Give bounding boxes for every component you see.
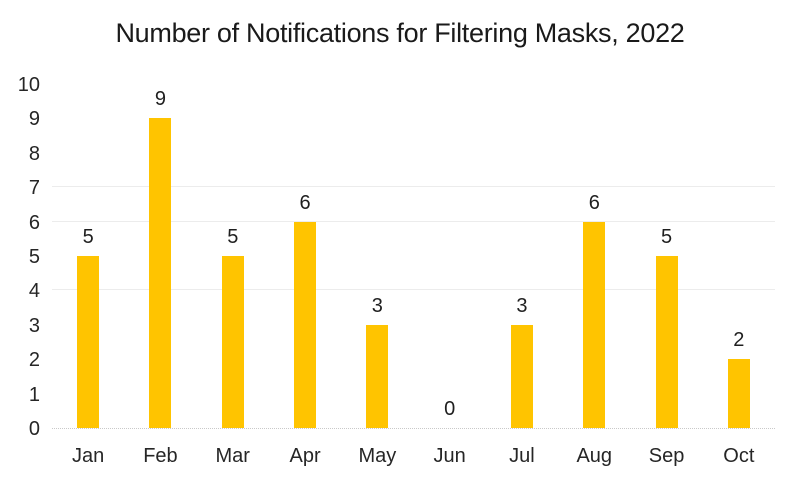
bar-apr [294, 221, 317, 428]
x-axis-tick-label-feb: Feb [143, 445, 178, 467]
x-axis-tick-label-apr: Apr [289, 445, 321, 467]
y-axis-tick-label-6: 6 [28, 211, 40, 234]
x-axis-tick-label-aug: Aug [576, 445, 613, 467]
y-axis-tick-label-10: 10 [17, 74, 40, 96]
x-axis-line [52, 428, 775, 429]
bar-oct [727, 359, 750, 428]
y-axis-tick-label-0: 0 [28, 418, 40, 440]
x-axis-tick-label-sep: Sep [648, 445, 685, 467]
gridline-y-6 [52, 220, 775, 222]
data-label-oct: 2 [733, 329, 745, 352]
y-axis-tick-label-3: 3 [28, 314, 40, 337]
data-label-aug: 6 [588, 191, 600, 214]
plot-area: 5 9 5 6 3 0 3 6 5 2 [52, 84, 775, 429]
bar-jul [510, 324, 533, 428]
x-axis-tick-label-jan: Jan [72, 445, 105, 467]
y-axis-tick-label-7: 7 [28, 177, 40, 200]
gridline-y-4 [52, 289, 775, 291]
data-label-may: 3 [371, 294, 383, 317]
y-axis-tick-label-8: 8 [28, 142, 40, 165]
bar-may [366, 324, 389, 428]
gridline-y-7 [52, 186, 775, 188]
bar-sep [655, 256, 678, 428]
y-axis-tick-label-5: 5 [28, 246, 40, 268]
x-axis-tick-label-may: May [358, 445, 397, 467]
x-axis-tick-label-mar: Mar [215, 445, 250, 467]
data-label-feb: 9 [154, 88, 166, 111]
bar-mar [221, 256, 244, 428]
data-label-jun: 0 [444, 398, 456, 420]
data-label-sep: 5 [660, 226, 673, 248]
chart-title: Number of Notifications for Filtering Ma… [115, 18, 685, 48]
bar-feb [149, 118, 172, 428]
y-axis-tick-label-2: 2 [28, 349, 40, 372]
bar-aug [583, 221, 606, 428]
x-axis-tick-label-oct: Oct [723, 445, 755, 467]
data-label-jul: 3 [516, 294, 528, 317]
x-axis-tick-label-jul: Jul [509, 445, 535, 467]
x-axis-tick-label-jun: Jun [433, 445, 466, 467]
bar-jan [77, 256, 100, 428]
data-label-jan: 5 [82, 226, 94, 248]
y-axis-tick-label-1: 1 [28, 383, 40, 406]
y-axis-tick-label-4: 4 [28, 280, 40, 303]
y-axis-tick-label-9: 9 [28, 108, 40, 131]
data-label-apr: 6 [299, 191, 311, 214]
data-label-mar: 5 [227, 226, 239, 248]
